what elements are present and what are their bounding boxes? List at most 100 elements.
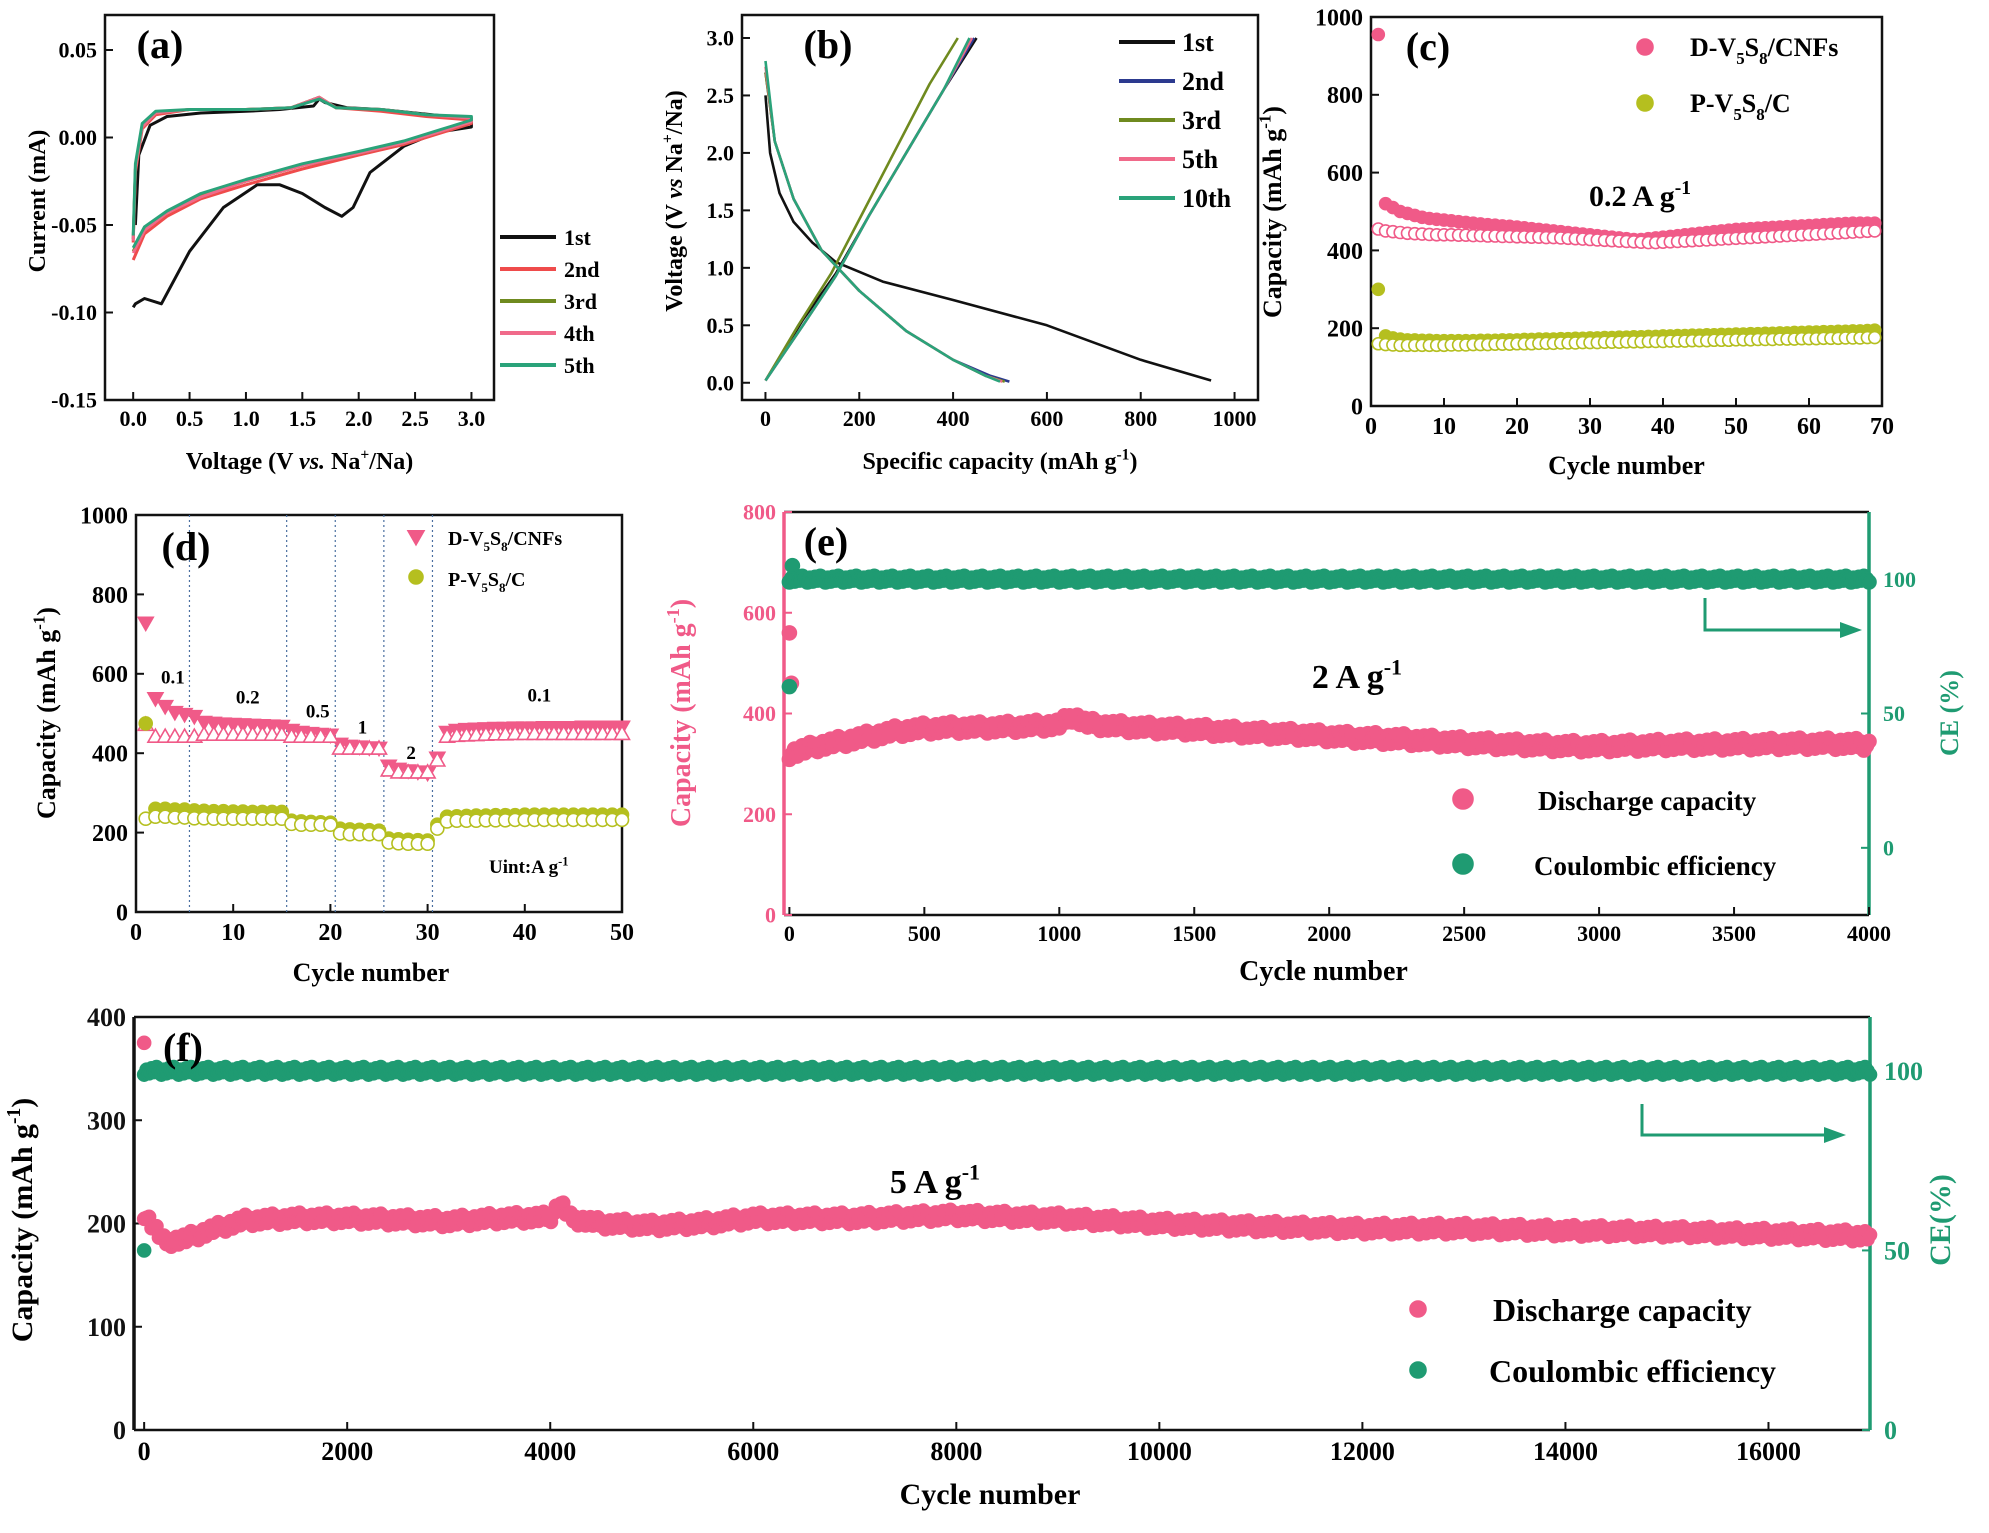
x-tick-label: 3.0 xyxy=(458,406,486,431)
plot-frame-d xyxy=(134,513,624,914)
rate-label: 0.1 xyxy=(161,668,185,689)
legend-label: 4th xyxy=(564,321,595,346)
data-point xyxy=(379,761,398,777)
panel-label-c: (c) xyxy=(1406,24,1450,69)
y-tick-label: 0.00 xyxy=(59,125,98,150)
y-tick-label: 0.05 xyxy=(59,38,98,63)
y-tick-label: 2.0 xyxy=(707,141,735,166)
rate-label: 1 xyxy=(358,717,368,738)
capacity-point xyxy=(781,625,798,641)
y-right-tick-label: 100 xyxy=(1883,567,1916,592)
x-tick-label: 10000 xyxy=(1127,1437,1192,1466)
x-tick-label: 4000 xyxy=(1847,921,1891,946)
plot-frame-b xyxy=(740,13,1260,402)
y-right-tick-label: 100 xyxy=(1884,1057,1923,1086)
x-tick-label: 800 xyxy=(1124,406,1157,431)
x-tick-label: 40 xyxy=(1651,414,1675,440)
legend-label: Coulombic efficiency xyxy=(1489,1353,1776,1389)
axis-arrow-head xyxy=(1824,1127,1846,1143)
capacity-point xyxy=(1862,1227,1878,1243)
legend-marker xyxy=(408,569,424,585)
x-tick-label: 10 xyxy=(1432,414,1456,440)
legend-marker xyxy=(1452,853,1474,875)
y-tick-label: 0.0 xyxy=(707,370,735,395)
x-tick-label: 60 xyxy=(1797,414,1821,440)
x-tick-label: 2000 xyxy=(321,1437,373,1466)
legend-label: P-V5S8/C xyxy=(1690,89,1791,124)
x-tick-label: 14000 xyxy=(1533,1437,1598,1466)
y-right-tick-label: 50 xyxy=(1884,1237,1910,1266)
x-tick-label: 20 xyxy=(1505,414,1529,440)
legend-label: 10th xyxy=(1182,184,1232,213)
ce-point xyxy=(781,678,798,695)
gcd-curve-5th xyxy=(764,66,1003,383)
x-tick-label: 0.5 xyxy=(176,406,204,431)
x-tick-label: 400 xyxy=(937,406,970,431)
y-tick-label: 1.0 xyxy=(707,256,735,281)
gcd-curve-1st xyxy=(764,95,1212,382)
x-tick-label: 4000 xyxy=(524,1437,576,1466)
y-right-tick-label: 0 xyxy=(1884,1416,1897,1445)
unit-note-d: Uint:A g-1 xyxy=(489,854,568,878)
y-tick-label: 400 xyxy=(1327,239,1363,265)
cv-curve-4th xyxy=(131,95,473,254)
x-tick-label: 3500 xyxy=(1712,921,1756,946)
data-point xyxy=(371,826,387,842)
x-tick-label: 0 xyxy=(138,1437,151,1466)
capacity-point xyxy=(1861,733,1877,750)
legend-marker xyxy=(1409,1300,1427,1318)
rate-annotation-c: 0.2 A g-1 xyxy=(1589,178,1691,213)
x-tick-label: 6000 xyxy=(727,1437,779,1466)
ce-point xyxy=(136,1243,152,1258)
x-tick-label: 8000 xyxy=(930,1437,982,1466)
data-point xyxy=(420,836,435,852)
x-tick-label: 12000 xyxy=(1330,1437,1395,1466)
y-tick-label: 600 xyxy=(743,600,776,625)
cv-curve-2nd xyxy=(131,95,473,261)
x-tick-label: 50 xyxy=(610,920,634,946)
data-point xyxy=(370,739,388,755)
y-tick-label: 0 xyxy=(1351,394,1363,420)
legend-label: Coulombic efficiency xyxy=(1534,851,1777,881)
y-tick-label: 0 xyxy=(765,903,776,928)
y-tick-label: 200 xyxy=(743,802,776,827)
y-tick-label: 3.0 xyxy=(707,26,735,51)
x-tick-label: 50 xyxy=(1724,414,1748,440)
data-point xyxy=(428,751,447,767)
panel-label-a: (a) xyxy=(137,22,184,67)
x-tick-label: 70 xyxy=(1870,414,1894,440)
cv-curve-3rd xyxy=(131,95,473,252)
y-axis-label-a: Current (mA) xyxy=(25,130,51,273)
x-tick-label: 16000 xyxy=(1736,1437,1801,1466)
x-tick-label: 1.5 xyxy=(289,406,317,431)
x-axis-label-b: Specific capacity (mAh g-1) xyxy=(863,446,1138,475)
x-tick-label: 600 xyxy=(1030,406,1063,431)
x-tick-label: 2.5 xyxy=(401,406,429,431)
x-tick-label: 40 xyxy=(513,920,537,946)
y-right-axis-label-f: CE(%) xyxy=(1924,1174,1957,1266)
gcd-curve-10th xyxy=(764,37,971,382)
y-tick-label: 800 xyxy=(743,500,776,525)
y-tick-label: 2.5 xyxy=(707,83,735,108)
cv-curve-1st xyxy=(131,97,473,309)
x-axis-label-a: Voltage (V vs. Na+/Na) xyxy=(186,446,414,475)
legend-label: Discharge capacity xyxy=(1538,786,1757,816)
y-axis-label-c: Capacity (mAh g-1) xyxy=(1256,106,1287,318)
x-tick-label: 0 xyxy=(130,920,142,946)
x-tick-label: 2.0 xyxy=(345,406,373,431)
data-point xyxy=(138,716,154,731)
legend-label: 5th xyxy=(1182,145,1219,174)
x-tick-label: 1.0 xyxy=(232,406,260,431)
y-tick-label: 400 xyxy=(87,1003,126,1032)
data-point xyxy=(321,727,340,743)
gcd-curve-10th xyxy=(764,60,1001,383)
x-tick-label: 2500 xyxy=(1442,921,1486,946)
data-point xyxy=(1371,282,1386,297)
panel-label-f: (f) xyxy=(163,1025,203,1070)
panel-label-d: (d) xyxy=(162,524,211,569)
legend-marker xyxy=(406,530,426,547)
y-tick-label: 800 xyxy=(1327,83,1363,109)
y-tick-label: 400 xyxy=(92,742,128,768)
plot-frame-c xyxy=(1369,15,1884,408)
rate-annotation-e: 2 A g-1 xyxy=(1312,654,1402,696)
